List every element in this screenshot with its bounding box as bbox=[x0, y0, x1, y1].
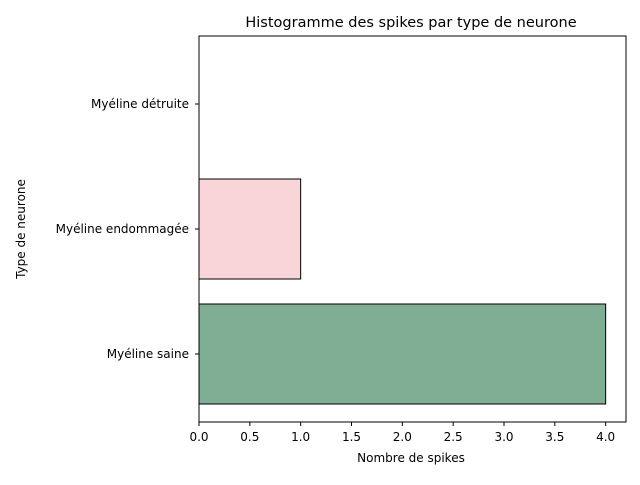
x-tick-label: 3.0 bbox=[494, 430, 513, 444]
x-tick-label: 1.5 bbox=[342, 430, 361, 444]
x-tick-label: 1.0 bbox=[291, 430, 310, 444]
y-tick-label: Myéline détruite bbox=[91, 97, 189, 111]
y-tick-label: Myéline endommagée bbox=[56, 222, 189, 236]
bar-my-line-endommag-e bbox=[198, 178, 302, 280]
x-tick-label: 0.5 bbox=[240, 430, 259, 444]
x-axis-label: Nombre de spikes bbox=[357, 451, 465, 465]
x-tick-label: 4.0 bbox=[596, 430, 615, 444]
x-tick-label: 3.5 bbox=[545, 430, 564, 444]
chart-title: Histogramme des spikes par type de neuro… bbox=[245, 15, 576, 31]
y-axis-label: Type de neurone bbox=[14, 179, 28, 280]
x-tick-label: 2.5 bbox=[444, 430, 463, 444]
axes-group: 0.0 0.5 1.0 1.5 2.0 2.5 3.0 3.5 4.0 Myéline saine… bbox=[56, 35, 627, 444]
y-tick-label: Myéline saine bbox=[107, 347, 189, 361]
x-tick-label: 0.0 bbox=[189, 430, 208, 444]
x-tick-label: 2.0 bbox=[393, 430, 412, 444]
bars-group bbox=[198, 178, 607, 405]
bar-my-line-saine bbox=[198, 303, 607, 405]
